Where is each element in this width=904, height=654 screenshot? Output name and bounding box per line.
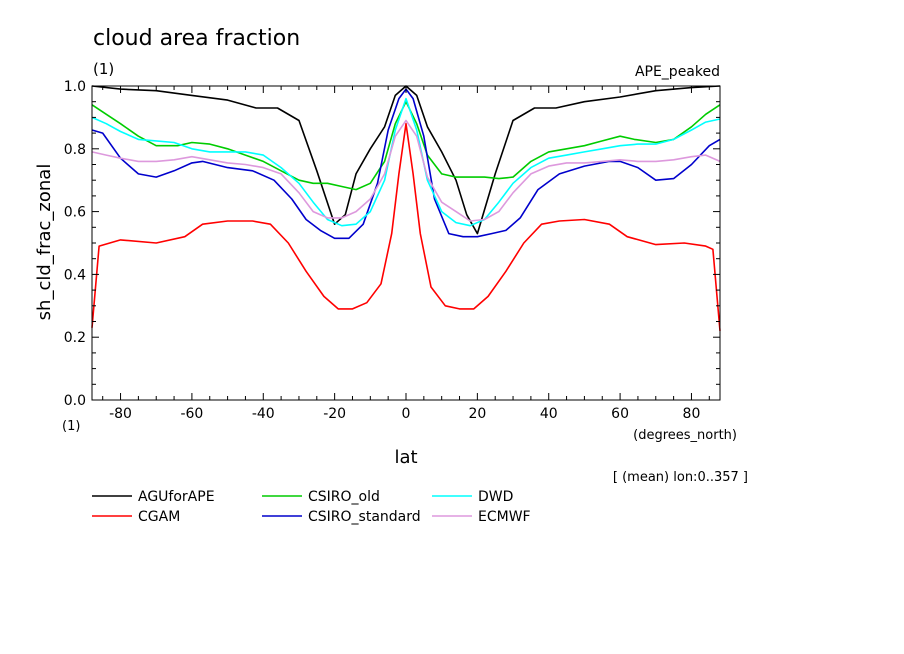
series-line-csiro-standard <box>91 88 721 240</box>
series-line-cgam <box>91 122 721 331</box>
run-label: APE_peaked <box>635 64 720 80</box>
legend-label-csiro-standard: CSIRO_standard <box>308 509 421 525</box>
y-tick-label: 1.0 <box>64 79 86 95</box>
y-tick-label: 0.8 <box>64 142 86 158</box>
series-line-ecmwf <box>91 119 721 222</box>
y-tick-label: 0.0 <box>64 393 86 409</box>
x-tick-label: -60 <box>180 406 203 422</box>
legend: AGUforAPE CGAM CSIRO_old CSIRO_standard DWD E… <box>92 489 531 525</box>
mean-note: [ (mean) lon:0..357 ] <box>613 470 748 485</box>
x-tick-label: 40 <box>540 406 558 422</box>
x-tick-label: -80 <box>109 406 132 422</box>
chart-title: cloud area fraction <box>93 26 300 51</box>
x-tick-label: 0 <box>402 406 411 422</box>
legend-label-aguforape: AGUforAPE <box>138 489 215 505</box>
y-tick-label: 0.4 <box>64 267 86 283</box>
legend-label-dwd: DWD <box>478 489 513 505</box>
x-tick-label: 60 <box>611 406 629 422</box>
series-line-csiro-old <box>91 100 721 191</box>
x-tick-label: 20 <box>468 406 486 422</box>
y-tick-label: 0.6 <box>64 205 86 221</box>
y-axis-label: sh_cld_frac_zonal <box>34 164 55 321</box>
y-unit-bottom: (1) <box>62 419 80 434</box>
legend-label-cgam: CGAM <box>138 509 180 525</box>
x-axis-label: lat <box>394 447 417 468</box>
y-tick-label: 0.2 <box>64 330 86 346</box>
x-tick-label: -20 <box>323 406 346 422</box>
series-lines <box>91 85 721 331</box>
plot-frame <box>91 85 721 401</box>
axes: -80 -60 -40 -20 0 20 40 60 80 0.0 0.2 0.4 0.6 0.8 1.0 <box>64 79 721 422</box>
y-unit-top: (1) <box>93 60 114 78</box>
x-unit: (degrees_north) <box>633 428 737 443</box>
x-tick-label: 80 <box>683 406 701 422</box>
series-line-dwd <box>91 97 721 227</box>
legend-label-ecmwf: ECMWF <box>478 509 531 525</box>
x-tick-label: -40 <box>252 406 275 422</box>
legend-label-csiro-old: CSIRO_old <box>308 489 380 505</box>
